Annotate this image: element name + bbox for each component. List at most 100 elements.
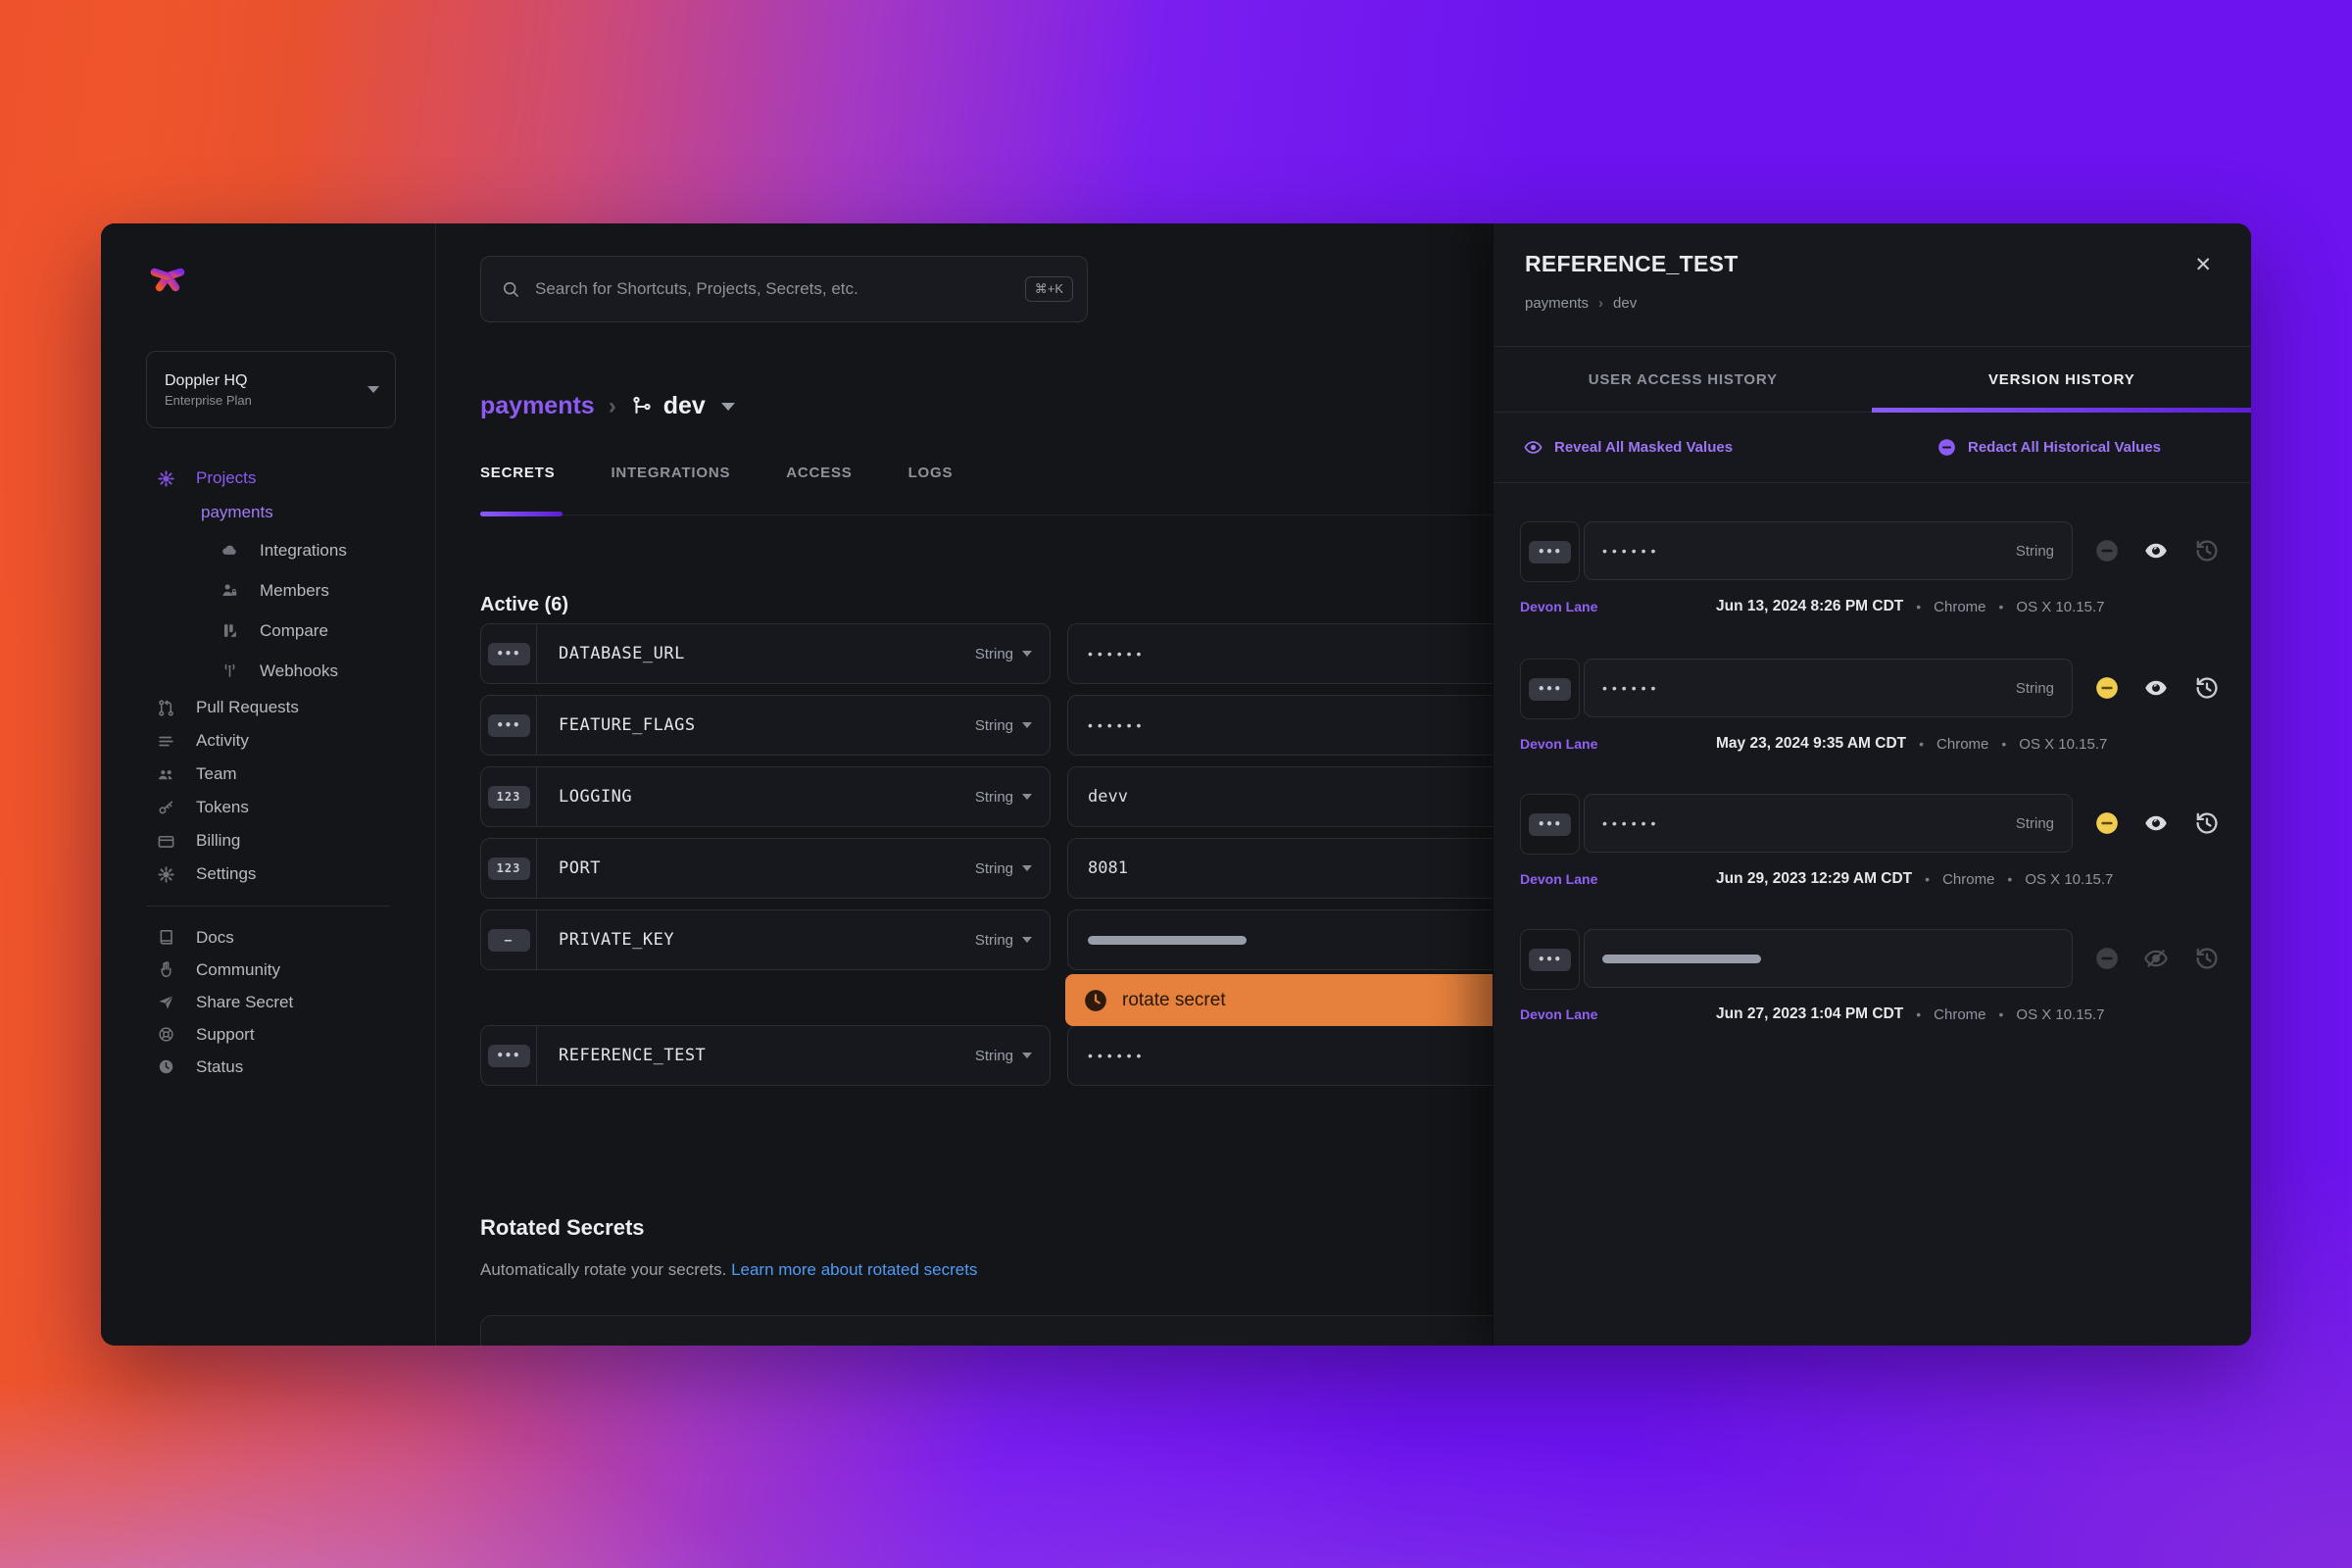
secret-drag-cell[interactable]: 123 [481,767,537,826]
sidebar-item-community[interactable]: Community [101,954,435,986]
version-user[interactable]: Devon Lane [1520,1006,1598,1022]
book-icon [157,928,175,947]
sidebar-item-label: Webhooks [260,661,339,680]
type-select[interactable]: String [975,1048,1032,1064]
sidebar-item-support[interactable]: Support [101,1018,435,1051]
breadcrumb-config[interactable]: dev [630,392,735,420]
restore-version-icon[interactable] [2193,674,2221,702]
reveal-version-button[interactable] [2142,674,2170,702]
version-value-field[interactable] [1584,929,2073,988]
panel-tabs: USER ACCESS HISTORY VERSION HISTORY [1494,347,2251,412]
secret-name-field[interactable]: 123 PORT String [480,838,1051,899]
redact-version-button[interactable] [2093,809,2121,837]
chevron-down-icon [368,386,379,393]
breadcrumb-project[interactable]: payments [480,392,595,419]
sidebar-item-webhooks[interactable]: Webhooks [101,651,435,691]
dot-separator [1919,736,1924,752]
sidebar-item-team[interactable]: Team [101,758,435,791]
lifebuoy-icon [157,1025,175,1044]
sidebar-item-pull-requests[interactable]: Pull Requests [101,691,435,724]
secret-name: FEATURE_FLAGS [559,715,696,735]
panel-breadcrumb-config[interactable]: dev [1613,295,1638,312]
panel-breadcrumb-project[interactable]: payments [1525,295,1590,312]
tab-version-history[interactable]: VERSION HISTORY [1987,370,2135,388]
version-meta: Devon Lane Jun 27, 2023 1:04 PM CDT Chro… [1520,1005,2231,1023]
secret-drag-cell[interactable]: 123 [481,839,537,898]
sidebar-item-billing[interactable]: Billing [101,824,435,858]
redact-version-button[interactable] [2093,674,2121,702]
sidebar-item-members[interactable]: Members [101,570,435,611]
reveal-version-button[interactable] [2142,945,2170,972]
redact-all-button[interactable]: Redact All Historical Values [1936,437,2161,458]
panel-divider [1494,482,2251,483]
type-select[interactable]: String [975,789,1032,806]
secret-name-field[interactable]: ••• FEATURE_FLAGS String [480,695,1051,756]
sidebar-item-share-secret[interactable]: Share Secret [101,986,435,1018]
secret-type-badge-icon: ••• [487,713,530,737]
version-user[interactable]: Devon Lane [1520,599,1598,614]
redact-version-button[interactable] [2093,537,2121,564]
secret-name-field[interactable]: 123 LOGGING String [480,766,1051,827]
sidebar-item-projects[interactable]: Projects [101,462,435,495]
sidebar-item-settings[interactable]: Settings [101,858,435,891]
chevron-down-icon [1022,722,1032,728]
sidebar-item-tokens[interactable]: Tokens [101,791,435,824]
sidebar-item-payments[interactable]: payments [101,495,435,530]
sidebar-item-activity[interactable]: Activity [101,724,435,758]
sidebar-nav: Projects payments Integrations Members [101,462,435,1083]
version-meta: Devon Lane Jun 29, 2023 12:29 AM CDT Chr… [1520,870,2231,888]
sidebar-item-docs[interactable]: Docs [101,921,435,954]
reveal-version-button[interactable] [2142,537,2170,564]
dot-separator [1999,599,2004,614]
type-select[interactable]: String [975,646,1032,662]
tab-access[interactable]: ACCESS [786,465,853,481]
learn-more-link[interactable]: Learn more about rotated secrets [731,1260,978,1279]
tab-secrets[interactable]: SECRETS [480,465,556,481]
sidebar-item-label: Tokens [196,798,249,816]
sidebar-item-integrations[interactable]: Integrations [101,530,435,570]
secret-drag-cell[interactable]: ••• [481,696,537,755]
version-user[interactable]: Devon Lane [1520,736,1598,752]
version-user[interactable]: Devon Lane [1520,871,1598,887]
secret-drag-cell[interactable]: ••• [481,1026,537,1085]
restore-version-icon[interactable] [2193,945,2221,972]
secret-name-field[interactable]: – PRIVATE_KEY String [480,909,1051,970]
tab-integrations[interactable]: INTEGRATIONS [611,465,731,481]
key-icon [157,799,175,817]
restore-version-icon[interactable] [2193,809,2221,837]
workspace-switcher[interactable]: Doppler HQ Enterprise Plan [146,351,396,428]
reveal-version-button[interactable] [2142,809,2170,837]
peace-hand-icon [157,960,175,979]
version-entry: ••• •••••• String Devon Lane May 23, 202… [1494,659,2251,786]
breadcrumb-separator-icon: › [1598,295,1604,312]
sidebar-item-label: Integrations [260,540,347,560]
secret-name: REFERENCE_TEST [559,1046,707,1065]
secret-value: devv [1088,787,1128,807]
tab-user-access-history[interactable]: USER ACCESS HISTORY [1588,370,1778,388]
redact-version-button[interactable] [2093,945,2121,972]
active-tab-indicator [480,512,563,516]
secret-drag-cell[interactable]: ••• [481,624,537,683]
doppler-logo-icon[interactable] [146,255,189,298]
search-input[interactable] [533,278,1025,300]
secret-name-field[interactable]: ••• DATABASE_URL String [480,623,1051,684]
close-icon[interactable]: ✕ [2194,254,2212,276]
global-search[interactable]: ⌘+K [480,256,1088,322]
version-value-field[interactable]: •••••• String [1584,794,2073,853]
version-value-field[interactable]: •••••• String [1584,659,2073,717]
type-select[interactable]: String [975,860,1032,877]
sidebar-item-compare[interactable]: Compare [101,611,435,651]
tab-logs[interactable]: LOGS [907,465,954,481]
secret-drag-cell[interactable]: – [481,910,537,969]
version-value-field[interactable]: •••••• String [1584,521,2073,580]
reveal-all-button[interactable]: Reveal All Masked Values [1523,437,1733,458]
app-window: Doppler HQ Enterprise Plan Projects paym… [101,223,2251,1346]
type-select[interactable]: String [975,717,1032,734]
masked-value: •••••• [1088,646,1147,662]
secret-name-field[interactable]: ••• REFERENCE_TEST String [480,1025,1051,1086]
type-select[interactable]: String [975,932,1032,949]
version-badge-box: ••• [1520,929,1580,990]
value-type-label: String [2015,542,2054,560]
sidebar-item-status[interactable]: Status [101,1051,435,1083]
restore-version-icon[interactable] [2193,537,2221,564]
